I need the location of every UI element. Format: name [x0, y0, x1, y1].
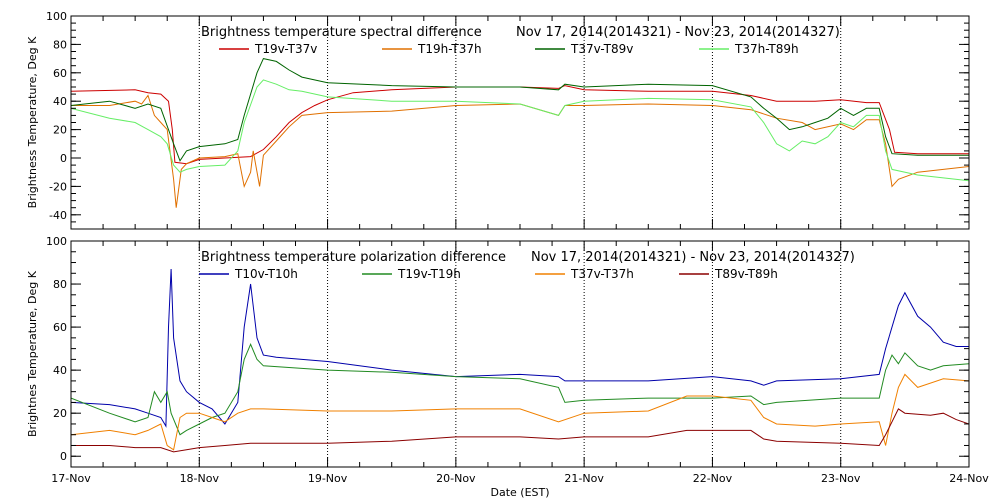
- plot-frame: [70, 240, 970, 468]
- x-tick-label: 20-Nov: [436, 472, 476, 485]
- y-tick-label: -40: [49, 209, 67, 222]
- series-line-t37v-t89v: [71, 58, 969, 162]
- y-tick-label: 60: [53, 321, 67, 334]
- polarization-difference-panel: 0 20 40 60 80 100 17-Nov 18-Nov 19-Nov 20-Nov 21-N…: [26, 235, 989, 499]
- legend-label: T10v-T10h: [234, 267, 298, 281]
- x-tick-label: 24-Nov: [949, 472, 989, 485]
- y-axis-label: Brightnes Temperature, Deg K: [26, 270, 39, 437]
- y-tick-label: 20: [53, 124, 67, 137]
- y-tick-label: 40: [53, 364, 67, 377]
- chart-title: Brightness temperature spectral differen…: [201, 25, 482, 40]
- series-line-t19v-t19h: [71, 343, 969, 436]
- y-tick-label: 0: [60, 450, 67, 463]
- legend-label: T19v-T37v: [254, 42, 317, 56]
- series-line-t10v-t10h: [71, 268, 969, 428]
- x-tick-label: 22-Nov: [693, 472, 733, 485]
- y-tick-label: 60: [53, 67, 67, 80]
- plot-frame: [70, 15, 970, 230]
- y-tick-label: 0: [60, 152, 67, 165]
- x-tick-label: 18-Nov: [180, 472, 220, 485]
- legend-label: T37v-T89v: [570, 42, 633, 56]
- y-tick-label: 20: [53, 407, 67, 420]
- legend-label: T19h-T37h: [417, 42, 482, 56]
- y-tick-label: 100: [46, 235, 67, 248]
- chart-date-range: Nov 17, 2014(2014321) - Nov 23, 2014(201…: [516, 25, 840, 40]
- x-tick-label: 19-Nov: [308, 472, 348, 485]
- y-tick-label: 80: [53, 278, 67, 291]
- series-line-t19h-t37h: [71, 94, 969, 208]
- y-tick-label: 80: [53, 38, 67, 51]
- chart-date-range: Nov 17, 2014(2014321) - Nov 23, 2014(201…: [531, 250, 855, 265]
- legend-label: T37h-T89h: [734, 42, 799, 56]
- series-line-t37h-t89h: [71, 79, 969, 182]
- series-line-t89v-t89h: [71, 408, 969, 453]
- x-tick-label: 21-Nov: [564, 472, 604, 485]
- legend-label: T89v-T89h: [714, 267, 778, 281]
- legend-label: T19v-T19h: [397, 267, 461, 281]
- chart-title: Brightness temperature polarization diff…: [201, 250, 506, 265]
- y-tick-label: 100: [46, 10, 67, 23]
- x-tick-label: 23-Nov: [821, 472, 861, 485]
- y-tick-label: 40: [53, 95, 67, 108]
- x-axis-label: Date (EST): [490, 486, 549, 499]
- x-tick-label: 17-Nov: [51, 472, 91, 485]
- legend-label: T37v-T37h: [570, 267, 634, 281]
- y-tick-label: -20: [49, 180, 67, 193]
- series-line-t37v-t37h: [71, 373, 969, 451]
- spectral-difference-panel: -40 -20 0 20 40 60 80 100 Brightness Temperature…: [26, 10, 970, 230]
- y-axis-label: Brightness Temperature, Deg K: [26, 36, 39, 208]
- series-line-t19v-t37v: [71, 85, 969, 165]
